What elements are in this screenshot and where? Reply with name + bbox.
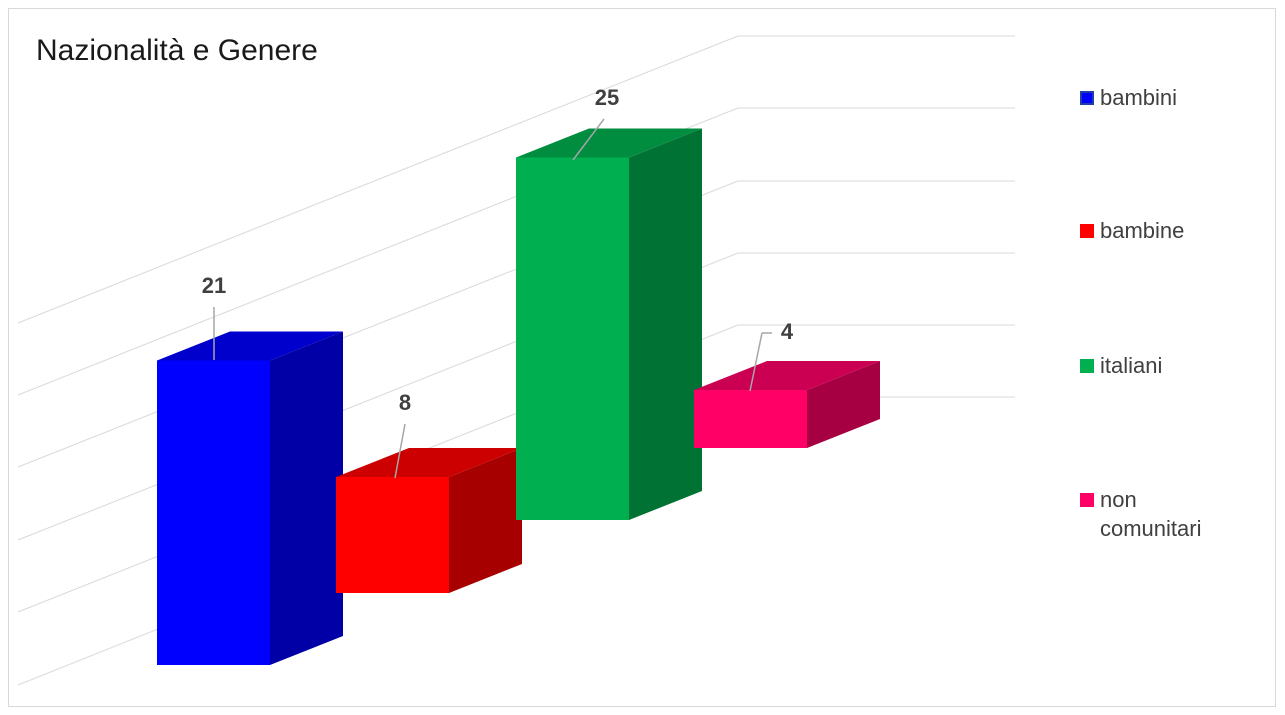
leader-line [572, 118, 605, 161]
chart-title: Nazionalità e Genere [36, 34, 318, 67]
bar-side-bambini [270, 331, 343, 665]
legend-label: bambine [1100, 218, 1185, 243]
legend-item-bambini: bambini [1080, 83, 1230, 112]
legend-label: italiani [1100, 353, 1163, 378]
bar-front-non-comunitari [694, 390, 807, 448]
data-label: 4 [781, 319, 794, 344]
legend-swatch-bambini [1080, 91, 1094, 105]
bar-front-bambini [157, 360, 270, 665]
bar-top-italiani [516, 128, 702, 158]
bar-front-bambine [336, 477, 449, 593]
bar-top-bambini [157, 331, 343, 361]
leader-line [394, 423, 406, 479]
legend-swatch-italiani [1080, 359, 1094, 373]
bar-side-italiani [629, 128, 702, 520]
bar-top-bambine [336, 448, 522, 477]
legend-item-bambine: bambine [1080, 216, 1230, 245]
legend-item-italiani: italiani [1080, 351, 1230, 380]
legend-item-non-comunitari: non comunitari [1080, 485, 1230, 543]
legend-swatch-bambine [1080, 224, 1094, 238]
legend-swatch-non-comunitari [1080, 493, 1094, 507]
bar-top-non-comunitari [694, 361, 880, 390]
leader-line [749, 332, 763, 392]
legend-label: non comunitari [1100, 487, 1202, 541]
gridline [17, 35, 739, 324]
data-label: 21 [202, 273, 226, 298]
legend: bambini bambine italiani non comunitari [1080, 0, 1280, 715]
bar-front-italiani [516, 157, 629, 520]
bar-side-bambine [449, 448, 522, 593]
legend-label: bambini [1100, 85, 1178, 110]
data-label: 25 [595, 85, 619, 110]
data-label: 8 [399, 390, 411, 415]
